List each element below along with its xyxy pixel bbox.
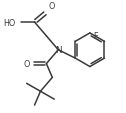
Text: O: O	[48, 2, 55, 11]
Text: HO: HO	[4, 18, 16, 27]
Text: N: N	[55, 46, 61, 55]
Text: O: O	[23, 60, 30, 68]
Text: F: F	[93, 32, 97, 41]
